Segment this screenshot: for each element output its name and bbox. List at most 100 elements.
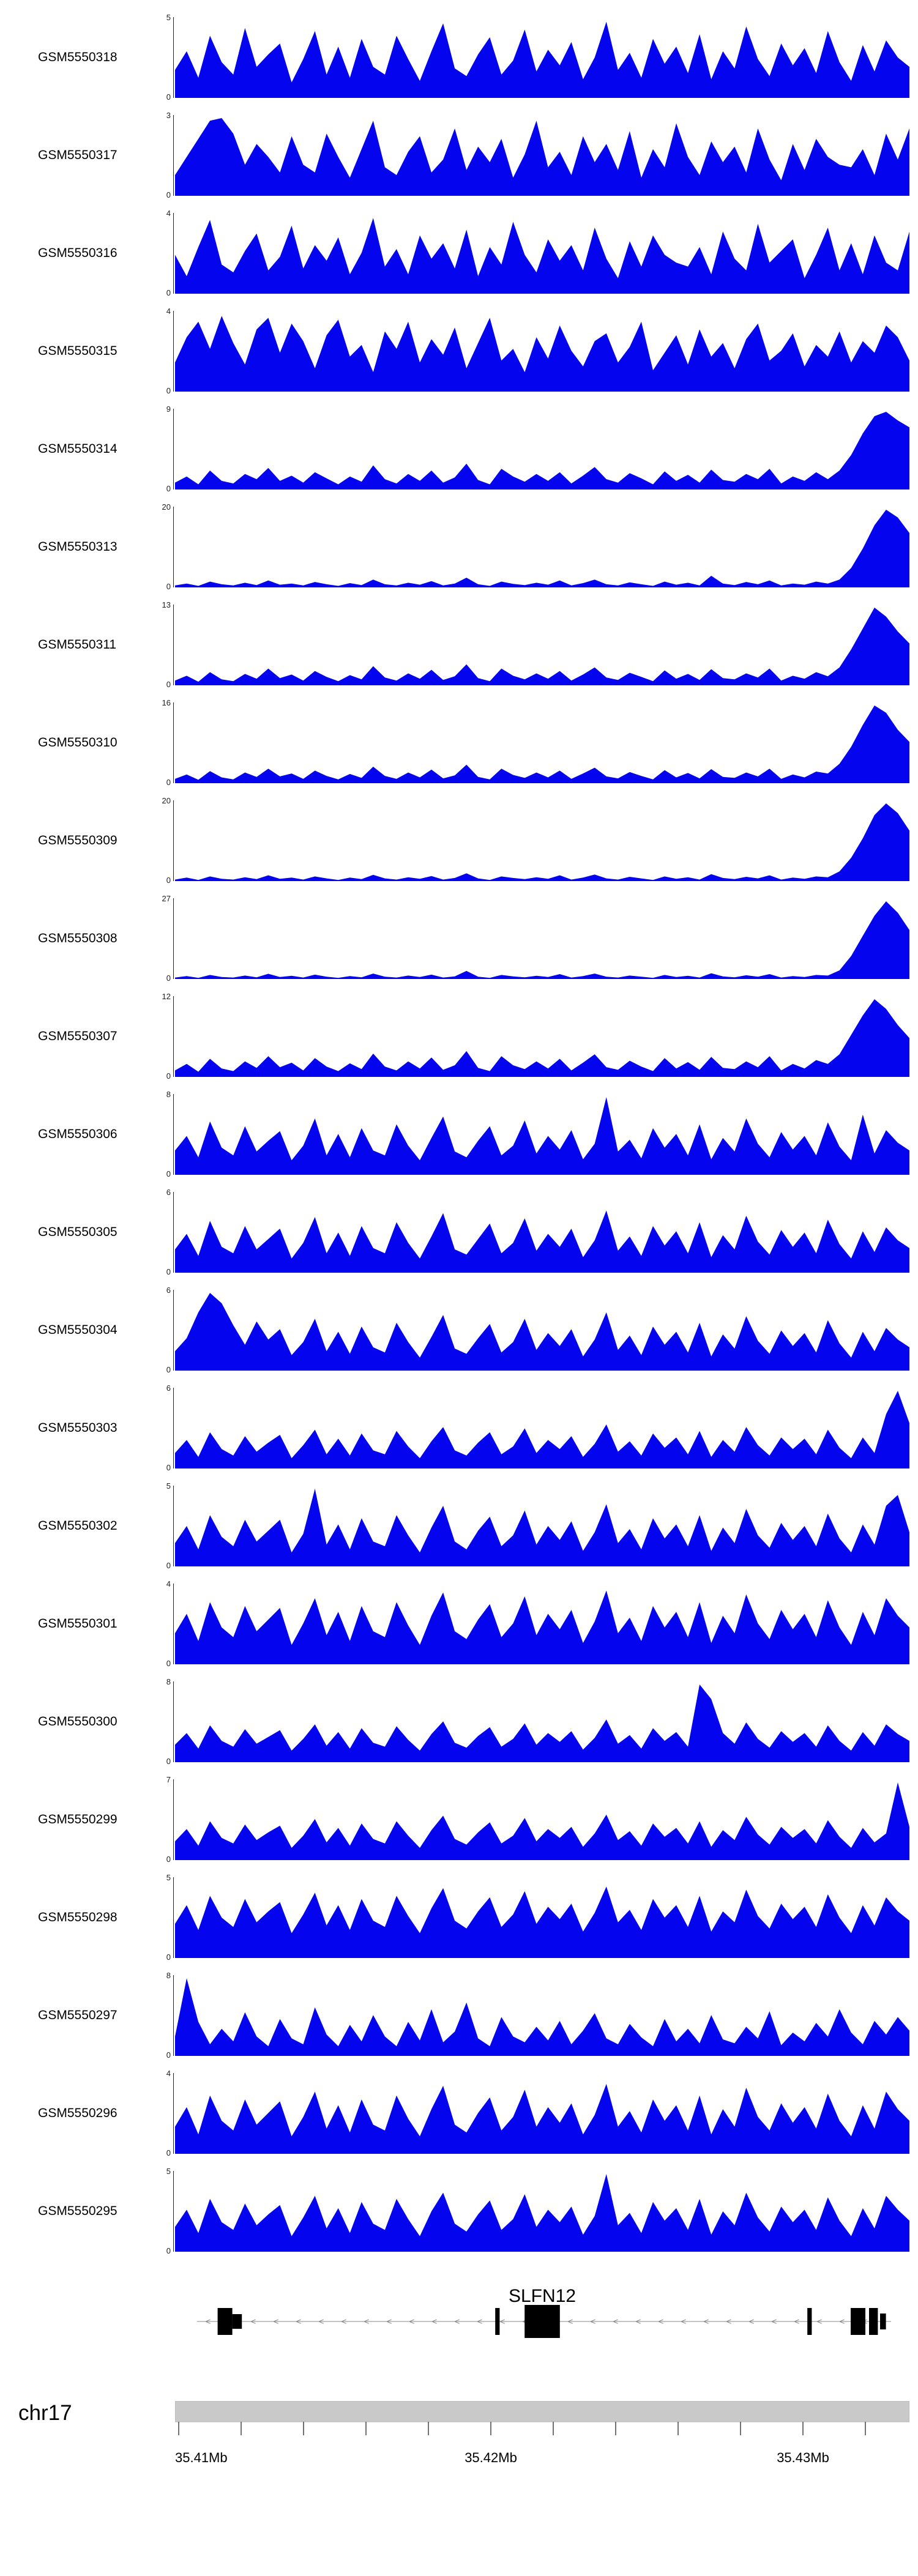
y-axis-max-label: 6 [166,1383,171,1393]
chromosome-label: chr17 [18,2401,72,2425]
y-axis-min-label: 0 [166,2148,171,2157]
track-signal-plot [175,218,909,294]
signal-area [175,1293,909,1371]
track-signal-plot [175,1684,909,1762]
y-axis-max-label: 27 [162,894,171,903]
y-axis-min-label: 0 [166,1561,171,1570]
strand-arrow-icon: < [364,2317,370,2327]
y-axis-min-label: 0 [166,973,171,983]
track-signal-plot [175,2174,909,2252]
gene-exon [217,2308,233,2335]
strand-arrow-icon: < [568,2317,573,2327]
track-row: GSM5550306 8 0 [0,1090,918,1178]
track-row: GSM5550298 5 0 [0,1873,918,1962]
track-label: GSM5550310 [38,735,118,750]
track-label: GSM5550318 [38,50,118,64]
y-axis-min-label: 0 [166,484,171,493]
track-label: GSM5550314 [38,442,118,456]
y-axis-max-label: 9 [166,404,171,414]
y-axis-min-label: 0 [166,778,171,787]
y-axis-min-label: 0 [166,1952,171,1962]
strand-arrow-icon: < [432,2317,438,2327]
track-label: GSM5550300 [38,1714,118,1729]
track-label: GSM5550307 [38,1029,118,1043]
y-axis-max-label: 4 [166,1579,171,1588]
y-axis-max-label: 20 [162,796,171,805]
signal-area [175,1210,909,1273]
track-row: GSM5550311 13 0 [0,600,918,689]
strand-arrow-icon: < [591,2317,596,2327]
gene-exon [880,2314,886,2329]
signal-area [175,1978,909,2056]
track-row: GSM5550315 4 0 [0,307,918,395]
track-label: GSM5550297 [38,2008,118,2022]
y-axis-min-label: 0 [166,1365,171,1374]
track-row: GSM5550297 8 0 [0,1971,918,2060]
signal-area [175,1886,909,1958]
track-row: GSM5550295 5 0 [0,2167,918,2255]
y-axis-min-label: 0 [166,1267,171,1276]
track-y-axis: 16 0 [154,698,174,787]
y-axis-max-label: 8 [166,1090,171,1099]
signal-area [175,803,909,881]
track-signal-plot [175,1391,909,1469]
track-row: GSM5550305 6 0 [0,1188,918,1276]
signal-area [175,412,909,490]
track-row: GSM5550310 16 0 [0,698,918,787]
track-row: GSM5550309 20 0 [0,796,918,885]
chromosome-row: chr17 35.41Mb 35.42Mb 35.43Mb [0,2401,918,2481]
axis-tick-label: 35.43Mb [777,2450,829,2465]
y-axis-min-label: 0 [166,1757,171,1766]
y-axis-min-label: 0 [166,876,171,885]
signal-area [175,999,909,1077]
track-row: GSM5550296 4 0 [0,2069,918,2157]
signal-tracks: GSM5550318 5 0 GSM5550317 3 0 GSM5550316 4 0 GSM5… [0,13,918,2255]
track-label: GSM5550299 [38,1812,118,1826]
y-axis-max-label: 20 [162,502,171,512]
gene-name-label: SLFN12 [509,2286,576,2306]
signal-area [175,1590,909,1664]
strand-arrow-icon: < [817,2317,823,2327]
track-y-axis: 27 0 [154,894,174,983]
strand-arrow-icon: < [341,2317,347,2327]
track-label: GSM5550301 [38,1617,118,1631]
gene-exon [807,2308,812,2335]
track-signal-plot [175,901,909,979]
track-label: GSM5550317 [38,148,118,162]
track-label: GSM5550302 [38,1519,118,1533]
strand-arrow-icon: < [206,2317,211,2327]
y-axis-min-label: 0 [166,92,171,102]
y-axis-min-label: 0 [166,386,171,395]
axis-tick-label: 35.42Mb [465,2450,517,2465]
strand-arrow-icon: < [613,2317,619,2327]
gene-track-row: SLFN12 <<<<<<<<<<<<<<<<<<<<<<<<<<<<<< [0,2286,918,2342]
axis-tick-label: 35.41Mb [175,2450,228,2465]
strand-arrow-icon: < [704,2317,709,2327]
track-label: GSM5550316 [38,246,118,260]
y-axis-min-label: 0 [166,1855,171,1864]
track-signal-plot [175,118,909,196]
track-row: GSM5550302 5 0 [0,1481,918,1570]
track-row: GSM5550303 6 0 [0,1383,918,1472]
gene-exon [851,2308,865,2335]
track-label: GSM5550313 [38,540,118,554]
track-row: GSM5550318 5 0 [0,13,918,102]
y-axis-max-label: 5 [166,1481,171,1491]
signal-area [175,1489,909,1566]
track-label: GSM5550311 [38,638,117,652]
track-row: GSM5550316 4 0 [0,209,918,297]
signal-area [175,1684,909,1762]
signal-area [175,316,909,392]
track-signal-plot [175,705,909,783]
